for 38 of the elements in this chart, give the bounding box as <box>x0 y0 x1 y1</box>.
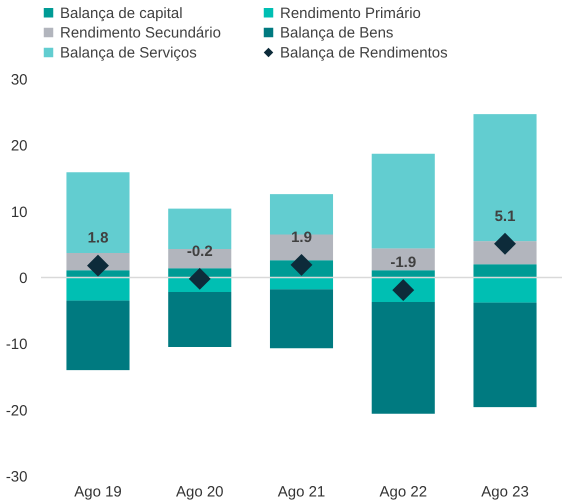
legend-label: Balança de Rendimentos <box>280 44 448 62</box>
legend-label: Balança de capital <box>60 4 183 22</box>
y-tick-label: 30 <box>10 72 28 88</box>
bar <box>168 292 232 347</box>
bar <box>372 248 435 270</box>
bar <box>66 300 130 370</box>
bar <box>270 278 334 290</box>
point <box>290 254 312 276</box>
data-label: 5.1 <box>494 208 516 225</box>
legend-label: Balança de Serviços <box>60 44 197 62</box>
bar <box>66 278 130 301</box>
x-tick-label: Ago 23 <box>481 484 529 500</box>
x-tick-label: Ago 22 <box>379 484 428 500</box>
y-tick-label: -20 <box>6 402 28 420</box>
bar <box>372 270 435 278</box>
bar <box>473 278 537 303</box>
point <box>188 268 211 290</box>
y-tick-label: -30 <box>6 468 28 486</box>
legend-label: Rendimento Secundário <box>60 24 221 42</box>
bar <box>473 114 537 242</box>
bar <box>372 302 435 414</box>
y-tick-label: -10 <box>6 336 28 354</box>
x-tick-label: Ago 21 <box>278 484 326 500</box>
legend-label: Rendimento Primário <box>280 4 421 22</box>
bar <box>372 154 435 248</box>
x-tick-label: Ago 19 <box>74 484 122 500</box>
legend-label: Balança de Bens <box>280 24 394 42</box>
bar <box>270 289 334 348</box>
bar <box>473 264 537 278</box>
x-tick-label: Ago 20 <box>176 484 224 500</box>
y-tick-label: 0 <box>19 270 28 287</box>
y-tick-label: 20 <box>10 138 28 155</box>
y-tick-label: 10 <box>10 204 28 221</box>
data-label: -1.9 <box>390 254 416 272</box>
data-label: 1.8 <box>88 230 108 247</box>
bar <box>66 172 130 254</box>
bar <box>473 302 537 408</box>
point <box>87 254 109 277</box>
